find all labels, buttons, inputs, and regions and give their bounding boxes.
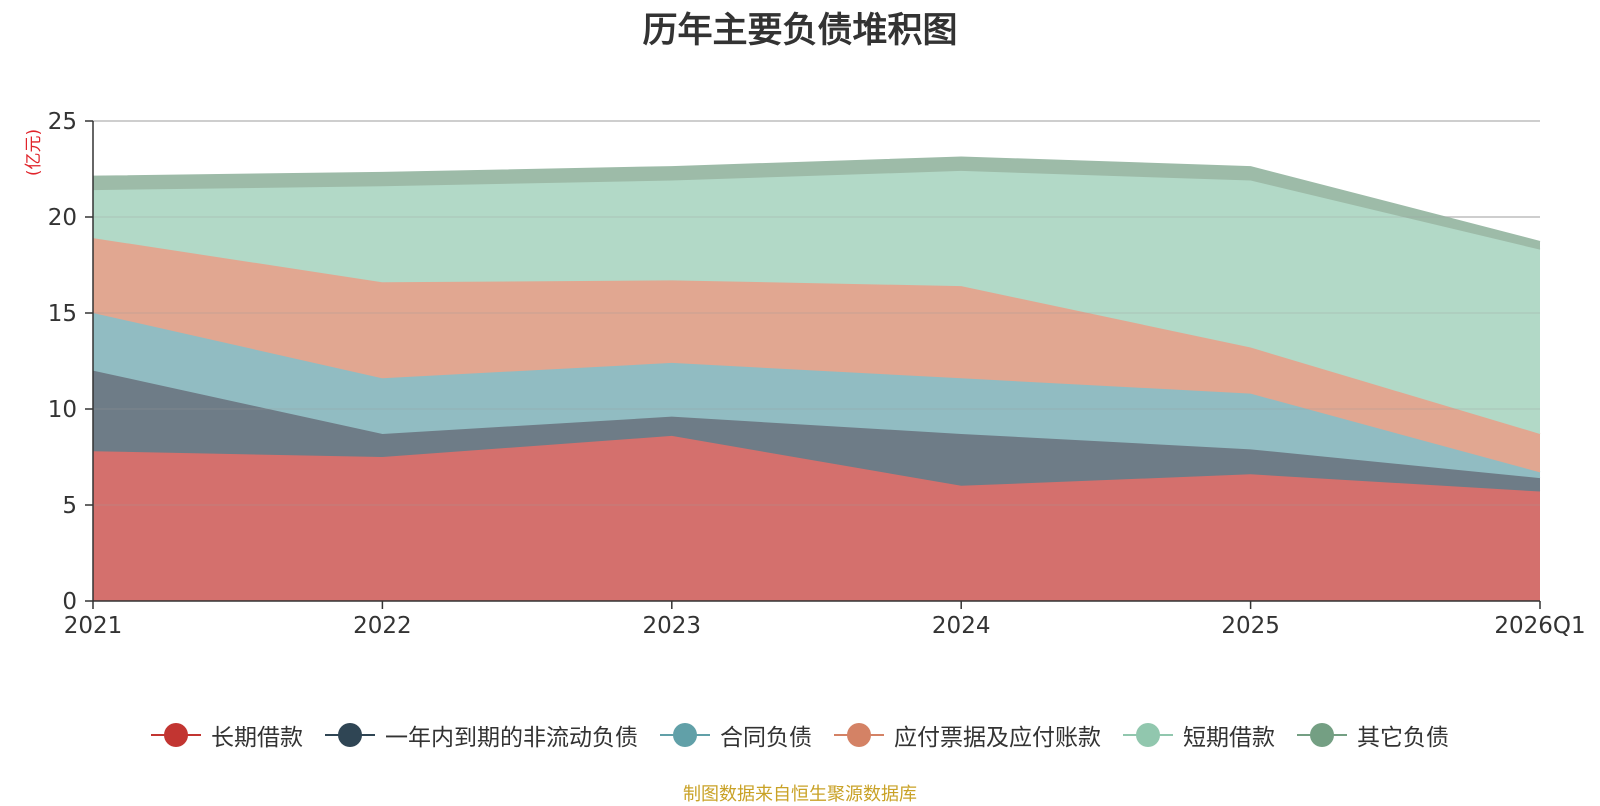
area-series-1 (93, 370, 1540, 492)
line-series-5 (92, 156, 1541, 243)
legend-label: 长期借款 (211, 725, 303, 751)
y-tick-label-10: 10 (48, 397, 77, 423)
area-series-3 (93, 238, 1540, 473)
legend-item-0[interactable]: 长期借款 (151, 718, 303, 752)
legend-label: 应付票据及应付账款 (894, 725, 1101, 751)
legend-item-4[interactable]: 短期借款 (1123, 718, 1275, 752)
source-note: 制图数据来自恒生聚源数据库 (683, 784, 917, 805)
x-tick-label-3: 2024 (932, 613, 991, 639)
legend-label: 其它负债 (1357, 725, 1449, 751)
legend-label: 合同负债 (720, 725, 812, 751)
legend-marker-icon (151, 723, 201, 747)
x-tick-label-2: 2023 (643, 613, 702, 639)
area-series-5 (93, 157, 1540, 250)
legend-item-2[interactable]: 合同负债 (660, 718, 812, 752)
x-tick-label-4: 2025 (1221, 613, 1280, 639)
legend-item-3[interactable]: 应付票据及应付账款 (834, 718, 1101, 752)
x-tick-label-5: 2026Q1 (1494, 613, 1585, 639)
area-series-2 (93, 313, 1540, 479)
legend-marker-icon (834, 723, 884, 747)
legend-marker-icon (660, 723, 710, 747)
y-tick-label-0: 0 (62, 589, 77, 615)
x-tick-label-0: 2021 (64, 613, 123, 639)
y-tick-label-25: 25 (48, 109, 77, 135)
legend-marker-icon (1123, 723, 1173, 747)
area-series-4 (93, 170, 1540, 434)
legend-label: 短期借款 (1183, 725, 1275, 751)
legend-marker-icon (325, 723, 375, 747)
legend-item-5[interactable]: 其它负债 (1297, 718, 1449, 752)
y-tick-label-5: 5 (62, 493, 77, 519)
legend: 长期借款 一年内到期的非流动负债 合同负债 应付票据及应付账款 短期借款 其它负债 (0, 718, 1600, 752)
y-tick-label-20: 20 (48, 205, 77, 231)
y-tick-label-15: 15 (48, 301, 77, 327)
legend-marker-icon (1297, 723, 1347, 747)
chart-title: 历年主要负债堆积图 (642, 11, 958, 51)
x-tick-label-1: 2022 (353, 613, 412, 639)
legend-item-1[interactable]: 一年内到期的非流动负债 (325, 718, 638, 752)
legend-label: 一年内到期的非流动负债 (385, 725, 638, 751)
stacked-areas (92, 120, 1541, 601)
